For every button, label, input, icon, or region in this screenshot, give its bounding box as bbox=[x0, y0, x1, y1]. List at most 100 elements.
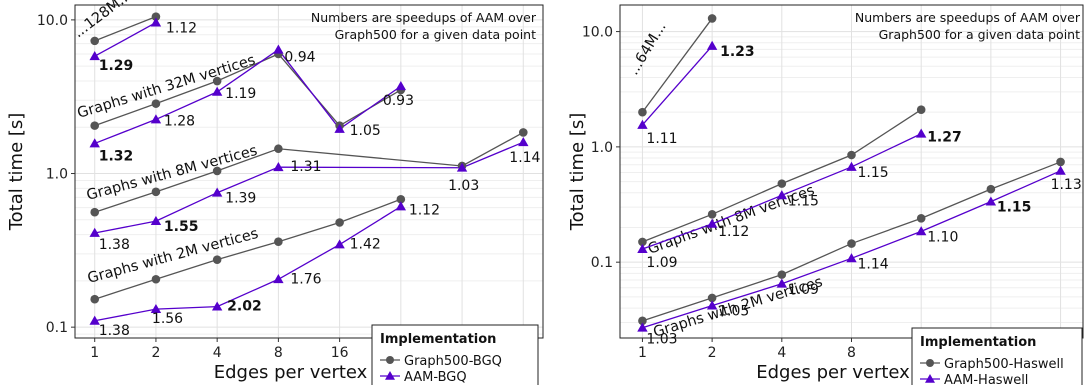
legend: Implementation Graph500-HaswellAAM-Haswel… bbox=[911, 327, 1083, 385]
aam-point bbox=[706, 218, 718, 228]
aam-line bbox=[94, 141, 524, 234]
annotation-line: Graph500 for a given data point bbox=[879, 27, 1080, 42]
graph500-point bbox=[90, 36, 100, 46]
aam-point bbox=[395, 201, 407, 211]
legend-box bbox=[371, 324, 539, 385]
speedup-label: 1.13 bbox=[1051, 177, 1082, 193]
speedup-label: 1.14 bbox=[858, 256, 889, 272]
speedup-label: 1.14 bbox=[509, 150, 540, 166]
aam-point bbox=[89, 227, 100, 237]
graph500-point bbox=[90, 121, 100, 130]
aam-point bbox=[273, 161, 284, 172]
graph500-point bbox=[777, 179, 787, 188]
y-tick-label: 10.0 bbox=[37, 13, 68, 29]
x-tick-label: 8 bbox=[847, 345, 856, 361]
aam-line bbox=[94, 205, 402, 322]
aam-point bbox=[518, 136, 529, 147]
speedup-label: 1.10 bbox=[927, 229, 958, 245]
aam-point bbox=[637, 243, 648, 253]
x-tick-label: 4 bbox=[213, 345, 222, 361]
x-tick-label: 1 bbox=[638, 345, 647, 361]
graph500-point bbox=[90, 207, 100, 217]
annotation: Numbers are speedups of AAM over Graph500… bbox=[311, 10, 537, 42]
speedup-label: 1.28 bbox=[164, 113, 195, 129]
graph500-line bbox=[94, 16, 157, 42]
y-tick-label: 0.1 bbox=[46, 320, 68, 336]
aam-point bbox=[150, 17, 162, 27]
speedup-label: 1.03 bbox=[448, 178, 479, 194]
x-tick-label: 16 bbox=[331, 345, 349, 361]
aam-line bbox=[94, 48, 402, 145]
graph500-point bbox=[638, 237, 647, 247]
speedup-label: 2.02 bbox=[227, 299, 262, 315]
legend-box bbox=[911, 327, 1083, 385]
aam-point bbox=[915, 226, 927, 236]
legend-entry: Graph500-BGQ bbox=[404, 354, 502, 369]
gridlines bbox=[75, 5, 543, 338]
speedup-label: 1.29 bbox=[99, 58, 134, 74]
graph500-point bbox=[986, 184, 996, 194]
graph500-point bbox=[396, 194, 406, 204]
speedup-label: 1.03 bbox=[646, 332, 677, 348]
speedup-label: 1.15 bbox=[788, 193, 819, 209]
graph500-line bbox=[94, 131, 524, 213]
speedup-label: 1.19 bbox=[225, 86, 256, 102]
aam-point bbox=[985, 196, 997, 206]
aam-point bbox=[89, 315, 100, 325]
y-tick-label: 0.1 bbox=[591, 255, 613, 271]
graph500-point bbox=[1056, 157, 1065, 167]
aam-point bbox=[637, 119, 648, 129]
speedup-label: 1.12 bbox=[409, 203, 440, 219]
aam-point bbox=[273, 274, 284, 284]
aam-point bbox=[334, 239, 345, 249]
speedup-label: 1.32 bbox=[99, 148, 134, 164]
aam-point bbox=[846, 253, 857, 263]
graph500-point bbox=[638, 107, 647, 117]
graph500-point bbox=[638, 316, 647, 326]
speedup-label: 1.76 bbox=[290, 271, 321, 287]
legend-entry: AAM-BGQ bbox=[404, 370, 467, 385]
aam-line bbox=[94, 22, 157, 57]
x-tick-label: 2 bbox=[708, 345, 717, 361]
speedup-label: 1.09 bbox=[646, 255, 677, 271]
graph500-point bbox=[151, 187, 161, 197]
legend-triangle-marker bbox=[925, 374, 935, 383]
speedup-label: 1.38 bbox=[99, 237, 130, 253]
x-tick-label: 2 bbox=[151, 345, 160, 361]
graph500-point bbox=[518, 128, 528, 137]
legend-title: Implementation bbox=[380, 332, 496, 347]
aam-point bbox=[211, 301, 223, 311]
x-tick-label: 8 bbox=[274, 345, 283, 361]
annotation: Numbers are speedups of AAM over Graph500… bbox=[855, 10, 1081, 42]
legend-title: Implementation bbox=[920, 335, 1036, 350]
speedup-label: 1.05 bbox=[350, 123, 381, 139]
aam-point bbox=[211, 187, 223, 197]
speedup-label: 1.11 bbox=[646, 131, 677, 147]
graph500-point bbox=[151, 99, 161, 108]
y-axis-title: Total time [s] bbox=[6, 113, 27, 232]
legend-circle-marker bbox=[926, 359, 934, 367]
graph500-point bbox=[847, 239, 856, 248]
legend-triangle-marker bbox=[385, 371, 395, 380]
legend-entry: AAM-Haswell bbox=[944, 373, 1028, 385]
aam-point bbox=[211, 86, 223, 96]
graph500-line bbox=[94, 198, 402, 300]
legend-circle-marker bbox=[386, 356, 394, 364]
graph500-point bbox=[274, 237, 283, 246]
aam-point bbox=[456, 162, 468, 172]
graph500-point bbox=[707, 210, 717, 219]
aam-point bbox=[1055, 165, 1066, 175]
speedup-label: 1.12 bbox=[166, 21, 197, 37]
speedup-label: 1.42 bbox=[350, 237, 381, 253]
graph500-line bbox=[94, 53, 402, 127]
graph500-line bbox=[641, 18, 713, 113]
graph500-point bbox=[212, 255, 222, 264]
y-tick-label: 10.0 bbox=[582, 25, 613, 41]
graph500-point bbox=[335, 218, 344, 227]
speedup-label: 1.27 bbox=[927, 130, 962, 146]
aam-point bbox=[706, 300, 718, 310]
graph500-point bbox=[916, 214, 926, 223]
